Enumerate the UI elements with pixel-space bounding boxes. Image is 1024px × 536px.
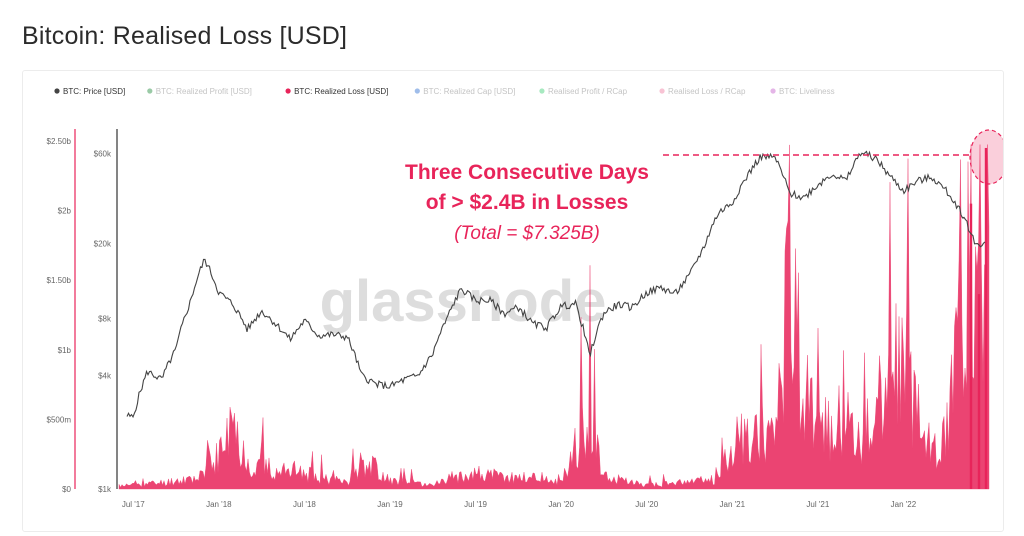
y-right-tick-label: $60k [94, 150, 112, 159]
legend-label: Realised Loss / RCap [668, 87, 746, 96]
y-left-tick-label: $1b [58, 346, 72, 355]
y-right-tick-label: $4k [98, 371, 112, 380]
y-right-tick-label: $1k [98, 485, 112, 494]
legend-dot-icon [539, 88, 545, 94]
x-tick-label: Jul '19 [464, 500, 487, 509]
realized-loss-series [118, 144, 990, 490]
legend-item: BTC: Price [USD] [54, 87, 125, 96]
x-tick-label: Jul '21 [806, 500, 829, 509]
x-tick-label: Jul '18 [293, 500, 316, 509]
legend-label: Realised Profit / RCap [548, 87, 628, 96]
y-right-tick-label: $20k [94, 240, 112, 249]
x-tick-label: Jan '19 [377, 500, 403, 509]
realized-loss-area [118, 144, 990, 490]
watermark-text: glassnode [320, 269, 607, 334]
legend-item: BTC: Realized Loss [USD] [285, 87, 388, 96]
legend-label: BTC: Price [USD] [63, 87, 125, 96]
chart-legend: BTC: Price [USD] BTC: Realized Profit [US… [54, 87, 835, 96]
y-left-tick-label: $0 [62, 485, 71, 494]
x-tick-label: Jan '18 [206, 500, 232, 509]
chart-axes: $0 $500m $1b $1.50b $2b $2.50b $1k $4k $8k $20k $6… [47, 129, 917, 509]
annotation-line-1: Three Consecutive Days [405, 161, 649, 184]
loss-spike [969, 203, 973, 489]
legend-dot-icon [659, 88, 665, 94]
legend-dot-icon [285, 88, 291, 94]
annotation-line-2: of > $2.4B in Losses [426, 191, 629, 214]
realised-loss-chart: BTC: Price [USD] BTC: Realized Profit [US… [47, 87, 1003, 509]
loss-spike [984, 147, 988, 489]
legend-item: Realised Loss / RCap [659, 87, 746, 96]
page-title: Bitcoin: Realised Loss [USD] [22, 22, 348, 50]
legend-dot-icon [770, 88, 776, 94]
x-tick-label: Jul '20 [635, 500, 658, 509]
annotation-callout: Three Consecutive Days of > $2.4B in Los… [405, 161, 649, 244]
legend-item: Realised Profit / RCap [539, 87, 628, 96]
price-line [126, 150, 986, 419]
legend-item: BTC: Liveliness [770, 87, 835, 96]
y-right-tick-label: $8k [98, 315, 112, 324]
legend-label: BTC: Realized Loss [USD] [294, 87, 388, 96]
legend-dot-icon [147, 88, 153, 94]
legend-dot-icon [54, 88, 60, 94]
legend-item: BTC: Realized Cap [USD] [414, 87, 515, 96]
legend-label: BTC: Realized Profit [USD] [156, 87, 252, 96]
highlight-ellipse [969, 129, 1003, 185]
x-tick-label: Jan '21 [720, 500, 746, 509]
x-tick-label: Jan '20 [548, 500, 574, 509]
y-left-tick-label: $2b [58, 207, 72, 216]
annotation-line-3: (Total = $7.325B) [454, 223, 600, 244]
highlight-annotation [663, 129, 1003, 185]
chart-card: BTC: Price [USD] BTC: Realized Profit [US… [22, 70, 1004, 532]
legend-dot-icon [414, 88, 420, 94]
price-series [126, 150, 986, 419]
y-left-tick-label: $500m [47, 415, 72, 424]
legend-item: BTC: Realized Profit [USD] [147, 87, 252, 96]
y-left-tick-label: $2.50b [47, 137, 72, 146]
x-tick-label: Jan '22 [891, 500, 917, 509]
loss-spike [977, 294, 981, 489]
legend-label: BTC: Realized Cap [USD] [423, 87, 515, 96]
y-left-tick-label: $1.50b [47, 276, 72, 285]
x-tick-label: Jul '17 [122, 500, 145, 509]
legend-label: BTC: Liveliness [779, 87, 835, 96]
